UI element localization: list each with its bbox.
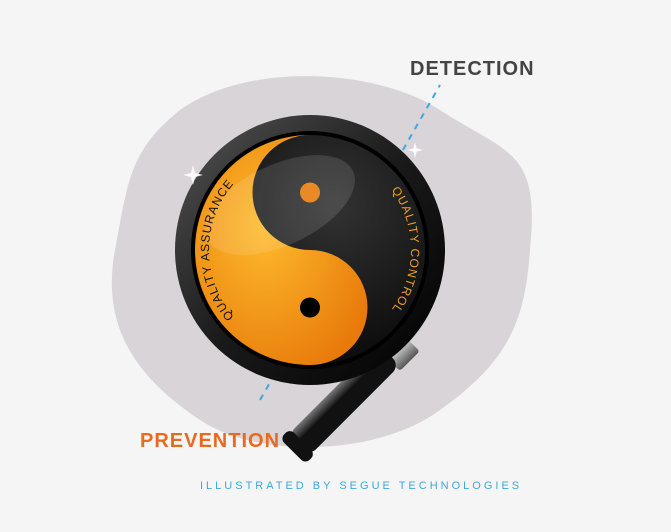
credit-label: ILLUSTRATED BY SEGUE TECHNOLOGIES <box>200 480 522 492</box>
detection-label: DETECTION <box>410 58 535 81</box>
prevention-label: PREVENTION <box>140 430 280 453</box>
diagram-svg: QUALITY ASSURANCE QUALITY CONTROL <box>0 0 671 532</box>
infographic-canvas: QUALITY ASSURANCE QUALITY CONTROL DETECT… <box>0 0 671 532</box>
